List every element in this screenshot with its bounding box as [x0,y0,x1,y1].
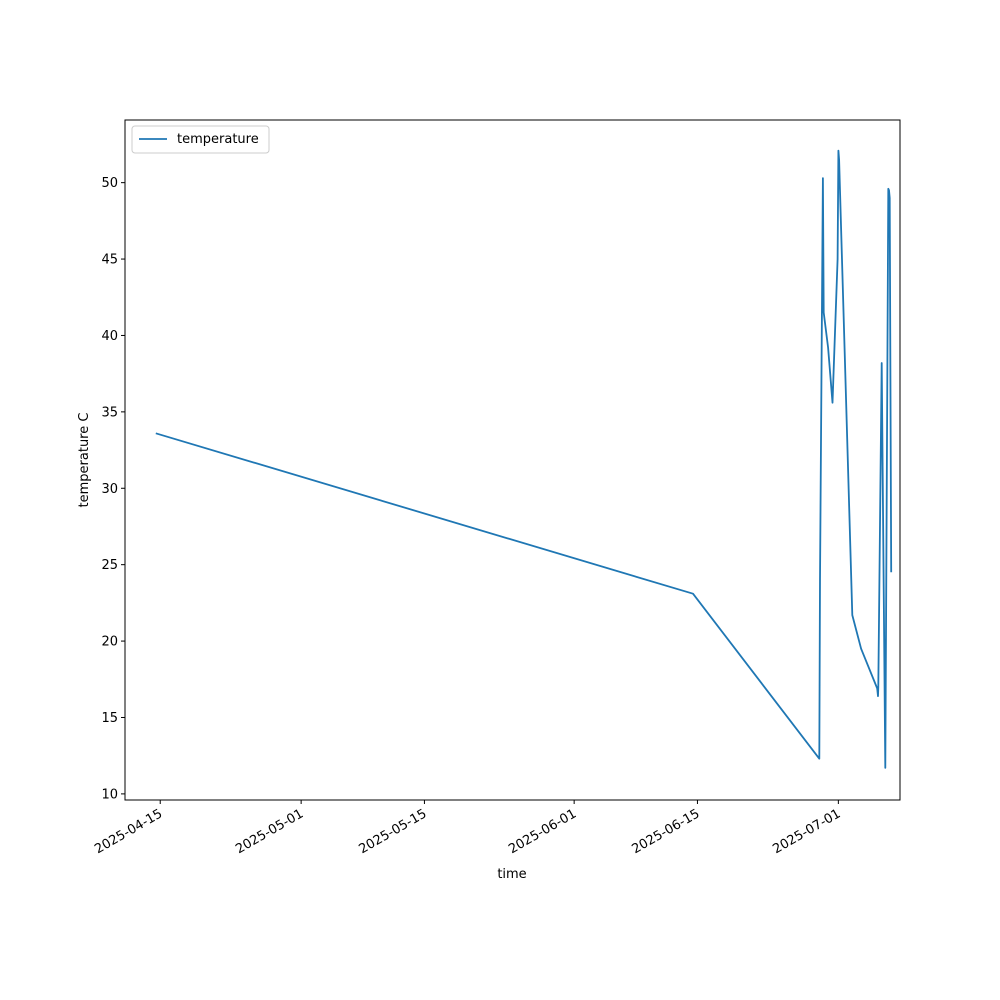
y-tick-label: 25 [101,558,118,573]
y-tick-label: 15 [101,711,118,726]
series-layer [155,149,893,769]
y-tick-label: 20 [101,635,118,650]
y-tick-label: 30 [101,482,118,497]
series-line-temperature [155,149,893,769]
legend: temperature [131,125,270,154]
x-tick-label: 2025-04-15 [92,806,165,857]
legend-label: temperature [177,132,259,147]
x-tick-label: 2025-06-01 [506,806,579,857]
y-tick-label: 10 [101,787,118,802]
x-axis-label: time [497,867,526,882]
plot-frame [124,119,901,801]
y-tick-label: 45 [101,253,118,268]
x-tick-label: 2025-07-01 [770,806,843,857]
x-tick-label: 2025-05-01 [233,806,306,857]
x-tick-label: 2025-06-15 [630,806,703,857]
x-tick-label: 2025-05-15 [356,806,429,857]
y-tick-label: 35 [101,405,118,420]
x-axis-ticks: 2025-04-15 2025-05-01 2025-05-15 2025-06-01… [92,800,843,857]
y-tick-label: 40 [101,329,118,344]
plot-area [125,120,900,800]
legend-box [131,125,270,154]
y-axis-ticks: 10 15 20 25 30 35 40 45 50 [101,176,125,802]
y-tick-label: 50 [101,176,118,191]
y-axis-label: temperature C [77,413,92,508]
